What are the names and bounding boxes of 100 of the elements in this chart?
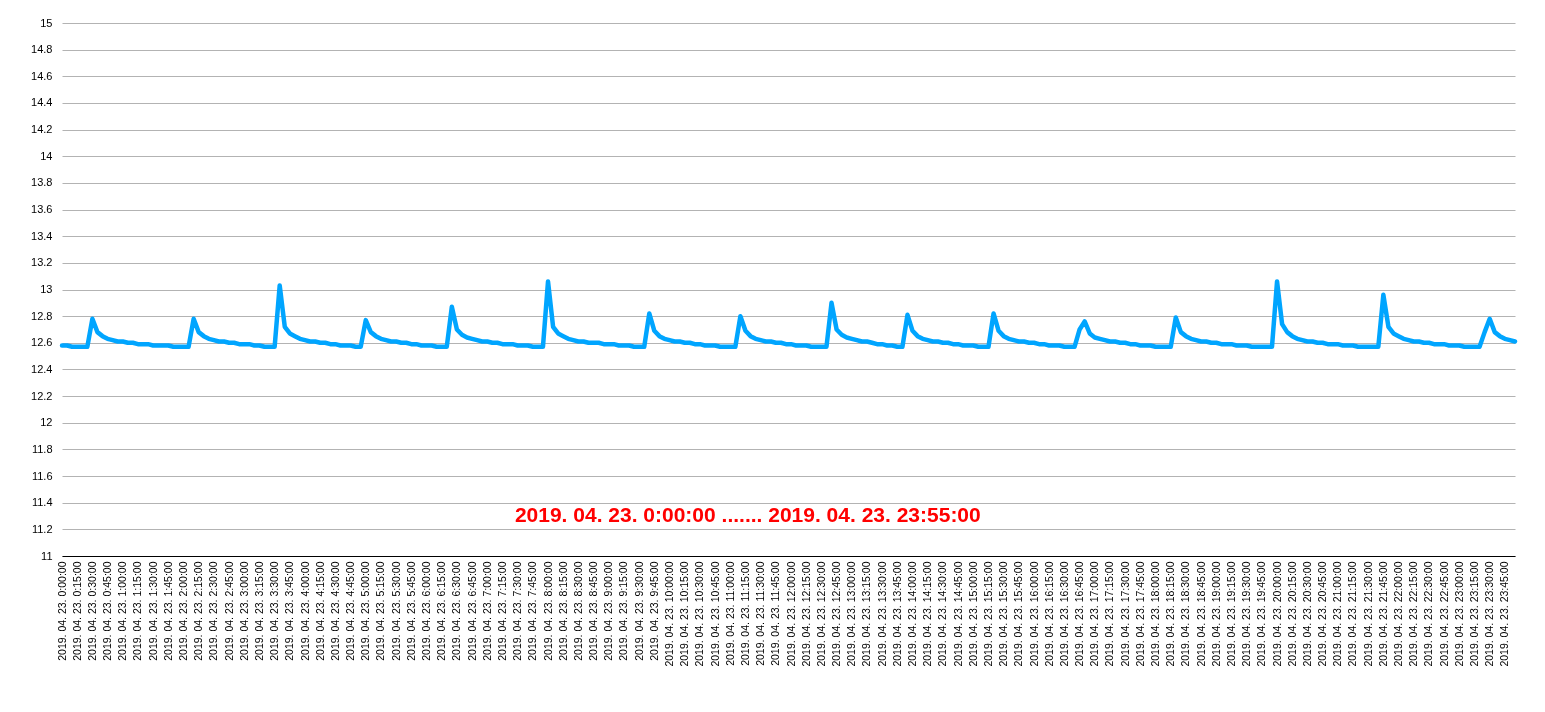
x-tick-label: 2019. 04. 23. 3:00:00 bbox=[237, 561, 250, 661]
x-tick-label: 2019. 04. 23. 4:30:00 bbox=[328, 561, 341, 661]
x-tick-label: 2019. 04. 23. 18:15:00 bbox=[1164, 561, 1177, 667]
y-tick-label: 12.4 bbox=[31, 362, 53, 375]
x-tick-label: 2019. 04. 23. 1:30:00 bbox=[146, 561, 159, 661]
x-tick-label: 2019. 04. 23. 21:30:00 bbox=[1361, 561, 1374, 667]
x-tick-label: 2019. 04. 23. 20:45:00 bbox=[1316, 561, 1329, 667]
x-tick-label: 2019. 04. 23. 8:45:00 bbox=[587, 561, 600, 661]
x-tick-label: 2019. 04. 23. 11:30:00 bbox=[754, 561, 767, 666]
x-tick-label: 2019. 04. 23. 22:45:00 bbox=[1437, 561, 1450, 667]
y-tick-label: 12.6 bbox=[31, 336, 53, 349]
x-tick-label: 2019. 04. 23. 14:15:00 bbox=[921, 561, 934, 667]
x-tick-label: 2019. 04. 23. 8:00:00 bbox=[541, 561, 554, 661]
y-tick-label: 12 bbox=[40, 416, 53, 429]
x-tick-label: 2019. 04. 23. 19:45:00 bbox=[1255, 561, 1268, 667]
x-tick-label: 2019. 04. 23. 3:15:00 bbox=[252, 561, 265, 661]
x-tick-label: 2019. 04. 23. 2:00:00 bbox=[177, 561, 190, 661]
y-tick-label: 14 bbox=[40, 149, 53, 162]
x-tick-label: 2019. 04. 23. 8:15:00 bbox=[556, 561, 569, 661]
x-tick-label: 2019. 04. 23. 16:45:00 bbox=[1073, 561, 1086, 667]
x-tick-label: 2019. 04. 23. 10:00:00 bbox=[663, 561, 676, 667]
x-tick-label: 2019. 04. 23. 0:45:00 bbox=[101, 561, 114, 661]
x-tick-label: 2019. 04. 23. 4:45:00 bbox=[344, 561, 357, 661]
x-tick-label: 2019. 04. 23. 4:00:00 bbox=[298, 561, 311, 661]
x-tick-label: 2019. 04. 23. 5:45:00 bbox=[404, 561, 417, 661]
x-tick-label: 2019. 04. 23. 2:15:00 bbox=[192, 561, 205, 661]
x-tick-label: 2019. 04. 23. 21:15:00 bbox=[1346, 561, 1359, 667]
x-tick-label: 2019. 04. 23. 21:00:00 bbox=[1331, 561, 1344, 667]
x-tick-label: 2019. 04. 23. 11:00:00 bbox=[723, 561, 736, 666]
y-tick-label: 11.6 bbox=[31, 469, 53, 482]
x-tick-label: 2019. 04. 23. 18:30:00 bbox=[1179, 561, 1192, 667]
x-tick-label: 2019. 04. 23. 23:45:00 bbox=[1498, 561, 1511, 667]
x-tick-label: 2019. 04. 23. 16:15:00 bbox=[1042, 561, 1055, 667]
x-tick-label: 2019. 04. 23. 17:45:00 bbox=[1133, 561, 1146, 667]
x-tick-label: 2019. 04. 23. 9:15:00 bbox=[617, 561, 630, 661]
x-tick-label: 2019. 04. 23. 12:45:00 bbox=[830, 561, 843, 667]
x-tick-label: 2019. 04. 23. 15:00:00 bbox=[966, 561, 979, 667]
x-tick-label: 2019. 04. 23. 1:45:00 bbox=[161, 561, 174, 661]
y-tick-label: 11.8 bbox=[31, 442, 53, 455]
x-tick-label: 2019. 04. 23. 6:30:00 bbox=[450, 561, 463, 661]
x-tick-label: 2019. 04. 23. 17:30:00 bbox=[1118, 561, 1131, 667]
y-tick-label: 14.4 bbox=[31, 96, 53, 109]
x-tick-label: 2019. 04. 23. 9:45:00 bbox=[647, 561, 660, 661]
x-tick-label: 2019. 04. 23. 12:15:00 bbox=[799, 561, 812, 667]
x-tick-label: 2019. 04. 23. 20:30:00 bbox=[1300, 561, 1313, 667]
x-tick-label: 2019. 04. 23. 5:15:00 bbox=[374, 561, 387, 661]
y-tick-label: 14.6 bbox=[31, 69, 53, 82]
x-tick-label: 2019. 04. 23. 12:30:00 bbox=[814, 561, 827, 667]
x-tick-label: 2019. 04. 23. 15:30:00 bbox=[997, 561, 1010, 667]
x-tick-label: 2019. 04. 23. 23:15:00 bbox=[1468, 561, 1480, 667]
x-tick-label: 2019. 04. 23. 10:45:00 bbox=[708, 561, 721, 667]
annotation: 2019. 04. 23. 0:00:00 ....... 2019. 04. 23. 23:55:00 bbox=[514, 503, 981, 527]
x-tick-label: 2019. 04. 23. 0:00:00 bbox=[55, 561, 68, 661]
x-tick-label: 2019. 04. 23. 7:45:00 bbox=[526, 561, 539, 661]
x-tick-label: 2019. 04. 23. 19:15:00 bbox=[1224, 561, 1237, 667]
x-tick-label: 2019. 04. 23. 13:30:00 bbox=[875, 561, 888, 667]
y-tick-label: 13.6 bbox=[31, 203, 53, 216]
x-tick-label: 2019. 04. 23. 14:45:00 bbox=[951, 561, 964, 667]
x-tick-label: 2019. 04. 23. 21:45:00 bbox=[1376, 561, 1389, 667]
x-tick-label: 2019. 04. 23. 20:15:00 bbox=[1285, 561, 1298, 667]
x-tick-label: 2019. 04. 23. 3:30:00 bbox=[268, 561, 281, 661]
x-tick-label: 2019. 04. 23. 8:30:00 bbox=[571, 561, 584, 661]
x-tick-label: 2019. 04. 23. 18:00:00 bbox=[1149, 561, 1162, 667]
x-tick-label: 2019. 04. 23. 22:30:00 bbox=[1422, 561, 1435, 667]
x-tick-label: 2019. 04. 23. 16:30:00 bbox=[1057, 561, 1070, 667]
x-tick-label: 2019. 04. 23. 22:15:00 bbox=[1407, 561, 1420, 667]
x-tick-label: 2019. 04. 23. 23:00:00 bbox=[1452, 561, 1465, 667]
x-tick-label: 2019. 04. 23. 19:30:00 bbox=[1240, 561, 1253, 667]
y-tick-label: 12.2 bbox=[31, 389, 53, 402]
x-tick-label: 2019. 04. 23. 0:30:00 bbox=[85, 561, 98, 661]
x-tick-label: 2019. 04. 23. 14:00:00 bbox=[906, 561, 919, 667]
x-tick-label: 2019. 04. 23. 9:00:00 bbox=[602, 561, 615, 661]
x-tick-label: 2019. 04. 23. 15:15:00 bbox=[981, 561, 994, 667]
x-tick-label: 2019. 04. 23. 10:30:00 bbox=[693, 561, 706, 667]
y-tick-label: 14.8 bbox=[31, 43, 53, 56]
x-tick-label: 2019. 04. 23. 13:45:00 bbox=[890, 561, 903, 667]
x-tick-label: 2019. 04. 23. 4:15:00 bbox=[313, 561, 326, 661]
x-tick-label: 2019. 04. 23. 2:45:00 bbox=[222, 561, 235, 661]
y-tick-label: 14.2 bbox=[31, 123, 53, 136]
x-tick-label: 2019. 04. 23. 7:15:00 bbox=[495, 561, 508, 661]
x-tick-label: 2019. 04. 23. 6:00:00 bbox=[420, 561, 433, 661]
x-tick-label: 2019. 04. 23. 13:15:00 bbox=[860, 561, 873, 667]
x-tick-label: 2019. 04. 23. 14:30:00 bbox=[936, 561, 949, 667]
x-tick-label: 2019. 04. 23. 0:15:00 bbox=[70, 561, 83, 661]
y-tick-label: 15 bbox=[40, 16, 53, 29]
x-tick-label: 2019. 04. 23. 5:00:00 bbox=[359, 561, 372, 661]
x-tick-label: 2019. 04. 23. 6:45:00 bbox=[465, 561, 478, 661]
y-tick-label: 11.2 bbox=[31, 522, 53, 535]
x-tick-label: 2019. 04. 23. 1:15:00 bbox=[131, 561, 144, 661]
x-tick-label: 2019. 04. 23. 22:00:00 bbox=[1392, 561, 1405, 667]
line-series bbox=[59, 279, 1518, 350]
x-tick-label: 2019. 04. 23. 7:00:00 bbox=[480, 561, 493, 661]
y-tick-label: 13.2 bbox=[31, 256, 53, 269]
x-tick-label: 2019. 04. 23. 23:30:00 bbox=[1483, 561, 1496, 667]
x-tick-label: 2019. 04. 23. 13:00:00 bbox=[845, 561, 858, 667]
y-tick-label: 11 bbox=[41, 549, 53, 562]
x-tick-label: 2019. 04. 23. 19:00:00 bbox=[1209, 561, 1222, 667]
x-tick-label: 2019. 04. 23. 2:30:00 bbox=[207, 561, 220, 661]
y-tick-label: 13.8 bbox=[31, 176, 53, 189]
x-tick-label: 2019. 04. 23. 12:00:00 bbox=[784, 561, 797, 667]
